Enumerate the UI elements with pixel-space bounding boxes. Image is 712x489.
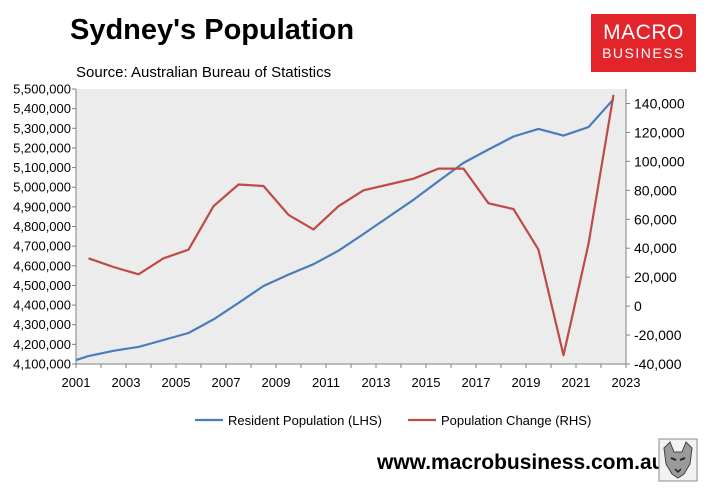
chart-legend: Resident Population (LHS) Population Chan… xyxy=(195,413,591,428)
x-axis-tick-label: 2009 xyxy=(262,375,291,390)
left-axis-tick-label: 4,300,000 xyxy=(13,317,71,332)
x-axis-tick-label: 2023 xyxy=(612,375,641,390)
left-axis-tick-label: 4,900,000 xyxy=(13,199,71,214)
left-axis-tick-label: 5,400,000 xyxy=(13,101,71,116)
wolf-mascot-icon xyxy=(658,438,698,482)
chart-series xyxy=(75,94,615,362)
x-axis-tick-label: 2019 xyxy=(512,375,541,390)
right-axis-tick-label: 100,000 xyxy=(634,153,685,169)
left-axis-tick-label: 4,400,000 xyxy=(13,298,71,313)
right-axis-tick-label: 60,000 xyxy=(634,211,677,227)
x-axis-tick-label: 2011 xyxy=(312,375,340,390)
logo-line-business: BUSINESS xyxy=(602,45,685,61)
left-axis-tick-label: 4,100,000 xyxy=(13,357,71,372)
left-axis-tick-label: 4,200,000 xyxy=(13,337,71,352)
x-axis-tick-label: 2001 xyxy=(62,375,91,390)
macrobusiness-logo: MACRO BUSINESS xyxy=(591,14,696,72)
left-axis-tick-label: 5,100,000 xyxy=(13,160,71,175)
right-axis-tick-label: -40,000 xyxy=(634,356,682,372)
left-axis-tick-label: 4,700,000 xyxy=(13,239,71,254)
right-axis-tick-label: 80,000 xyxy=(634,182,677,198)
x-axis-tick-label: 2015 xyxy=(412,375,441,390)
website-url: www.macrobusiness.com.au xyxy=(377,451,665,474)
chart-subtitle: Source: Australian Bureau of Statistics xyxy=(76,64,332,81)
left-axis-tick-label: 5,000,000 xyxy=(13,180,71,195)
series-line-population-change xyxy=(88,94,615,357)
x-axis-tick-label: 2017 xyxy=(462,375,491,390)
left-axis-tick-label: 5,300,000 xyxy=(13,121,71,136)
x-axis-tick-label: 2003 xyxy=(112,375,141,390)
right-axis-tick-label: 20,000 xyxy=(634,269,677,285)
legend-label: Population Change (RHS) xyxy=(441,413,591,428)
right-axis-tick-label: 40,000 xyxy=(634,240,677,256)
right-axis-tick-label: 140,000 xyxy=(634,95,685,111)
left-axis-tick-label: 4,600,000 xyxy=(13,258,71,273)
legend-label: Resident Population (LHS) xyxy=(228,413,382,428)
left-axis-tick-label: 5,200,000 xyxy=(13,140,71,155)
right-axis-tick-label: 0 xyxy=(634,298,642,314)
left-axis-tick-label: 4,800,000 xyxy=(13,219,71,234)
plot-area xyxy=(76,89,626,364)
left-axis-tick-label: 4,500,000 xyxy=(13,278,71,293)
x-axis-tick-label: 2013 xyxy=(362,375,391,390)
x-axis-tick-label: 2005 xyxy=(162,375,191,390)
logo-line-macro: MACRO xyxy=(603,21,684,44)
right-axis-tick-label: 120,000 xyxy=(634,124,685,140)
chart-axes: 4,100,000 4,200,000 4,300,000 4,400,000 4,50… xyxy=(13,82,685,391)
left-axis-tick-label: 5,500,000 xyxy=(13,82,71,97)
right-axis-tick-label: -20,000 xyxy=(634,327,682,343)
chart-title: Sydney's Population xyxy=(70,14,355,46)
x-axis-tick-label: 2007 xyxy=(212,375,241,390)
series-line-resident-population xyxy=(75,98,615,362)
x-axis-tick-label: 2021 xyxy=(562,375,591,390)
